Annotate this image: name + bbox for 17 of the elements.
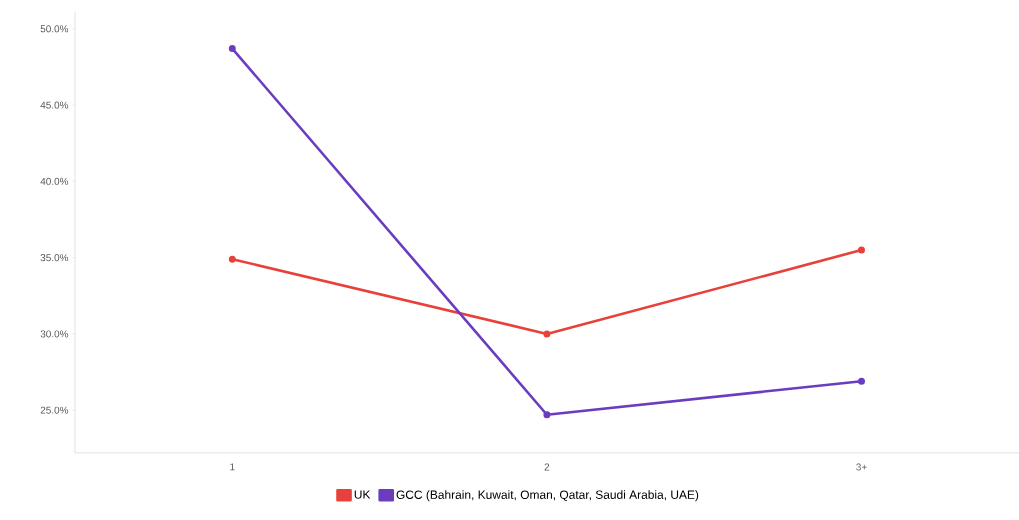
legend-label: UK (354, 490, 371, 499)
x-tick-label: 1 (230, 463, 235, 471)
y-tick-label: 45.0% (40, 101, 69, 109)
y-tick-label: 25.0% (40, 406, 69, 414)
point (543, 330, 551, 338)
x-tick-label: 2 (544, 463, 550, 471)
point (228, 255, 236, 263)
point (858, 377, 865, 385)
point (543, 411, 551, 419)
y-tick-label: 50.0% (40, 25, 69, 33)
y-tick-label: 40.0% (40, 177, 69, 185)
x-tick-label: 3+ (856, 463, 867, 471)
y-tick-label: 30.0% (40, 330, 69, 338)
point (228, 45, 236, 53)
legend-label: GCC (Bahrain, Kuwait, Oman, Qatar, Saudi Arabia, UAE) (396, 490, 699, 502)
point (858, 246, 865, 254)
y-tick-label: 35.0% (40, 254, 69, 262)
